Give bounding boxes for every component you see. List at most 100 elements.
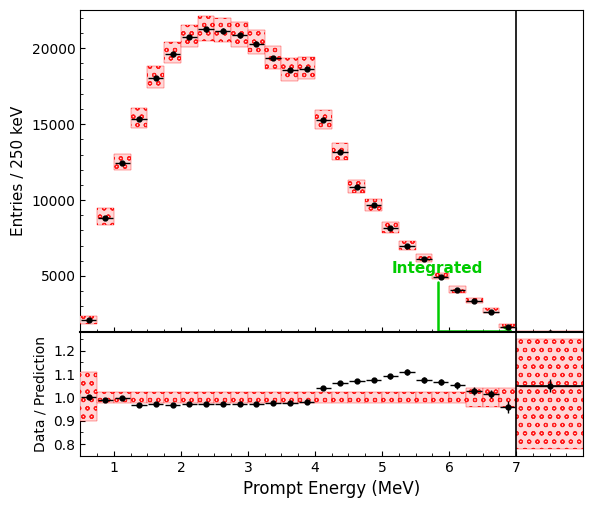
Bar [80, 316, 97, 324]
Bar [198, 16, 214, 41]
Bar [399, 241, 415, 250]
Bar [499, 388, 516, 407]
Bar [298, 392, 315, 403]
Bar [382, 392, 399, 403]
Bar [131, 391, 148, 403]
Bar [80, 372, 97, 421]
Bar [332, 143, 349, 160]
Bar [332, 143, 349, 160]
Bar [265, 392, 281, 403]
Bar [164, 391, 181, 403]
Bar [181, 392, 198, 403]
Bar [281, 392, 298, 403]
Bar [483, 388, 499, 407]
Bar [97, 391, 114, 403]
Bar [131, 108, 148, 128]
Y-axis label: Entries / 250 keV: Entries / 250 keV [11, 106, 26, 236]
Bar [148, 391, 164, 403]
Text: Integrated: Integrated [392, 261, 511, 334]
Bar [433, 272, 449, 280]
Bar [164, 42, 181, 63]
Bar [349, 392, 365, 403]
Bar [315, 110, 332, 129]
Bar [499, 324, 516, 328]
Bar [281, 58, 298, 81]
Bar [349, 180, 365, 193]
Bar [332, 392, 349, 403]
Bar [499, 388, 516, 407]
Bar [114, 154, 131, 170]
Bar [315, 392, 332, 403]
Bar [298, 57, 315, 79]
Bar [315, 392, 332, 403]
Bar [449, 392, 466, 403]
Bar [97, 391, 114, 403]
Bar [114, 391, 131, 403]
Bar [265, 45, 281, 69]
Bar [382, 222, 399, 233]
Bar [415, 392, 433, 403]
Bar [298, 392, 315, 403]
Bar [399, 392, 415, 403]
Bar [214, 392, 231, 403]
Bar [382, 392, 399, 403]
Bar [449, 392, 466, 403]
Bar [248, 30, 265, 54]
Bar [399, 392, 415, 403]
Bar [399, 241, 415, 250]
X-axis label: Prompt Energy (MeV): Prompt Energy (MeV) [243, 480, 420, 498]
Bar [433, 392, 449, 403]
Bar [281, 392, 298, 403]
Bar [265, 392, 281, 403]
Bar [466, 298, 483, 303]
Bar [80, 372, 97, 421]
Bar [449, 286, 466, 293]
Bar [466, 388, 483, 407]
Bar [114, 154, 131, 170]
Bar [415, 254, 433, 262]
Bar [231, 23, 248, 47]
Bar [248, 392, 265, 403]
Bar [131, 108, 148, 128]
Bar [97, 209, 114, 225]
Bar [80, 316, 97, 324]
Bar [214, 18, 231, 42]
Bar [365, 199, 382, 211]
Bar [483, 388, 499, 407]
Bar [248, 392, 265, 403]
Bar [315, 110, 332, 129]
Bar [164, 391, 181, 403]
Bar [516, 339, 583, 449]
Bar [483, 308, 499, 313]
Bar [214, 18, 231, 42]
Bar [97, 209, 114, 225]
Bar [248, 30, 265, 54]
Bar [382, 222, 399, 233]
Bar [516, 339, 583, 449]
Bar [349, 392, 365, 403]
Bar [231, 392, 248, 403]
Bar [265, 45, 281, 69]
Bar [415, 254, 433, 262]
Bar [131, 391, 148, 403]
Bar [433, 392, 449, 403]
Bar [114, 391, 131, 403]
Bar [281, 58, 298, 81]
Bar [365, 392, 382, 403]
Bar [516, 331, 583, 334]
Bar [181, 25, 198, 47]
Bar [332, 392, 349, 403]
Bar [516, 331, 583, 334]
Bar [483, 308, 499, 313]
Bar [148, 66, 164, 88]
Bar [449, 286, 466, 293]
Bar [433, 272, 449, 280]
Bar [164, 42, 181, 63]
Bar [181, 25, 198, 47]
Bar [148, 66, 164, 88]
Bar [349, 180, 365, 193]
Bar [365, 199, 382, 211]
Bar [298, 57, 315, 79]
Bar [466, 298, 483, 303]
Bar [499, 324, 516, 328]
